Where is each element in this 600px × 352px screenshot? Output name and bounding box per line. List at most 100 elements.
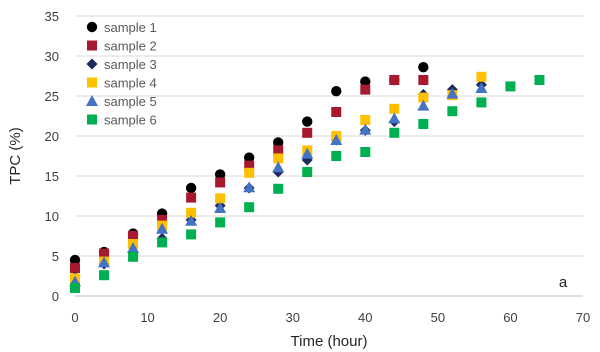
y-tick-label: 35	[45, 9, 59, 24]
data-point	[389, 103, 400, 114]
x-tick-label: 60	[503, 310, 517, 325]
legend-marker	[86, 21, 98, 33]
y-tick-label: 25	[45, 89, 59, 104]
data-point	[243, 152, 255, 163]
data-point	[244, 160, 255, 171]
y-axis-label: TPC (%)	[7, 127, 24, 185]
data-point	[360, 84, 371, 95]
data-point	[157, 215, 168, 225]
legend-item: sample 6	[87, 113, 157, 128]
data-point	[331, 151, 342, 161]
legend-label: sample 2	[104, 39, 157, 54]
data-point	[418, 119, 429, 129]
x-axis-label: Time (hour)	[291, 333, 368, 350]
data-point	[157, 237, 168, 248]
legend-label: sample 6	[104, 113, 157, 128]
data-point	[360, 76, 371, 87]
data-point	[388, 112, 401, 124]
legend-item: sample 3	[86, 57, 157, 72]
data-point	[302, 127, 313, 138]
series-2	[70, 75, 429, 273]
data-point	[476, 71, 487, 82]
legend-label: sample 4	[104, 76, 157, 91]
legend-item: sample 1	[86, 20, 157, 35]
data-point	[215, 217, 226, 228]
series-6	[70, 75, 545, 293]
data-point	[475, 82, 488, 93]
data-point	[215, 177, 226, 188]
legend-marker	[87, 40, 97, 51]
x-tick-label: 20	[213, 310, 227, 325]
data-point	[330, 134, 343, 145]
legend-item: sample 4	[87, 76, 157, 91]
data-point	[273, 137, 284, 148]
data-point	[185, 182, 197, 194]
legend-item: sample 2	[87, 39, 157, 54]
data-point	[128, 231, 139, 241]
data-point	[186, 192, 197, 203]
data-point	[186, 207, 197, 218]
y-tick-label: 0	[52, 289, 59, 304]
data-point	[273, 183, 284, 194]
legend-label: sample 3	[104, 57, 157, 72]
legend-marker	[86, 58, 98, 70]
x-tick-label: 10	[140, 310, 154, 325]
y-tick-label: 5	[52, 249, 59, 264]
legend-marker	[86, 95, 98, 106]
data-point	[244, 167, 255, 178]
data-point	[214, 202, 227, 213]
data-point	[331, 107, 342, 117]
legend-label: sample 1	[104, 20, 157, 35]
data-point	[360, 147, 371, 157]
data-point	[215, 193, 226, 204]
data-point	[69, 254, 81, 266]
data-point	[389, 75, 400, 85]
data-point	[418, 75, 429, 85]
data-point	[447, 106, 458, 117]
data-point	[418, 61, 429, 73]
data-point	[301, 147, 314, 159]
data-point	[156, 222, 169, 234]
data-point	[359, 123, 372, 135]
data-point	[185, 214, 198, 226]
data-point	[99, 270, 110, 281]
data-point	[99, 248, 110, 259]
data-point	[389, 127, 400, 138]
data-point	[534, 75, 545, 85]
data-point	[98, 256, 111, 268]
data-point	[70, 263, 80, 273]
data-point	[214, 169, 226, 180]
data-point	[476, 97, 487, 108]
panel-annotation: a	[559, 274, 568, 291]
legend: sample 1 sample 2 sample 3 sample 4 sample 5…	[86, 20, 157, 128]
legend-marker	[87, 77, 97, 88]
x-tick-label: 50	[431, 310, 445, 325]
y-tick-label: 15	[45, 169, 59, 184]
data-point	[243, 181, 256, 193]
data-point	[244, 202, 255, 213]
x-tick-label: 30	[285, 310, 299, 325]
x-tick-label: 0	[71, 310, 78, 325]
x-tick-label: 40	[358, 310, 372, 325]
legend-marker	[87, 114, 97, 125]
y-tick-label: 30	[45, 49, 59, 64]
data-point	[418, 92, 429, 103]
data-point	[505, 81, 516, 92]
tick-labels: 0 10 20 30 40 50 60 70 0 5 10 15 20 25 30 35	[45, 9, 591, 325]
data-point	[331, 86, 342, 97]
data-point	[186, 229, 197, 240]
legend-label: sample 5	[104, 94, 157, 109]
data-point	[272, 161, 285, 173]
y-tick-label: 10	[45, 209, 59, 224]
data-point	[273, 153, 284, 164]
data-point	[302, 116, 313, 127]
data-point	[360, 115, 371, 125]
data-point	[70, 283, 80, 293]
data-point	[127, 242, 140, 253]
data-point	[417, 99, 430, 111]
legend-item: sample 5	[86, 94, 157, 109]
data-markers	[69, 61, 545, 293]
data-point	[273, 145, 284, 156]
data-point	[128, 251, 139, 262]
